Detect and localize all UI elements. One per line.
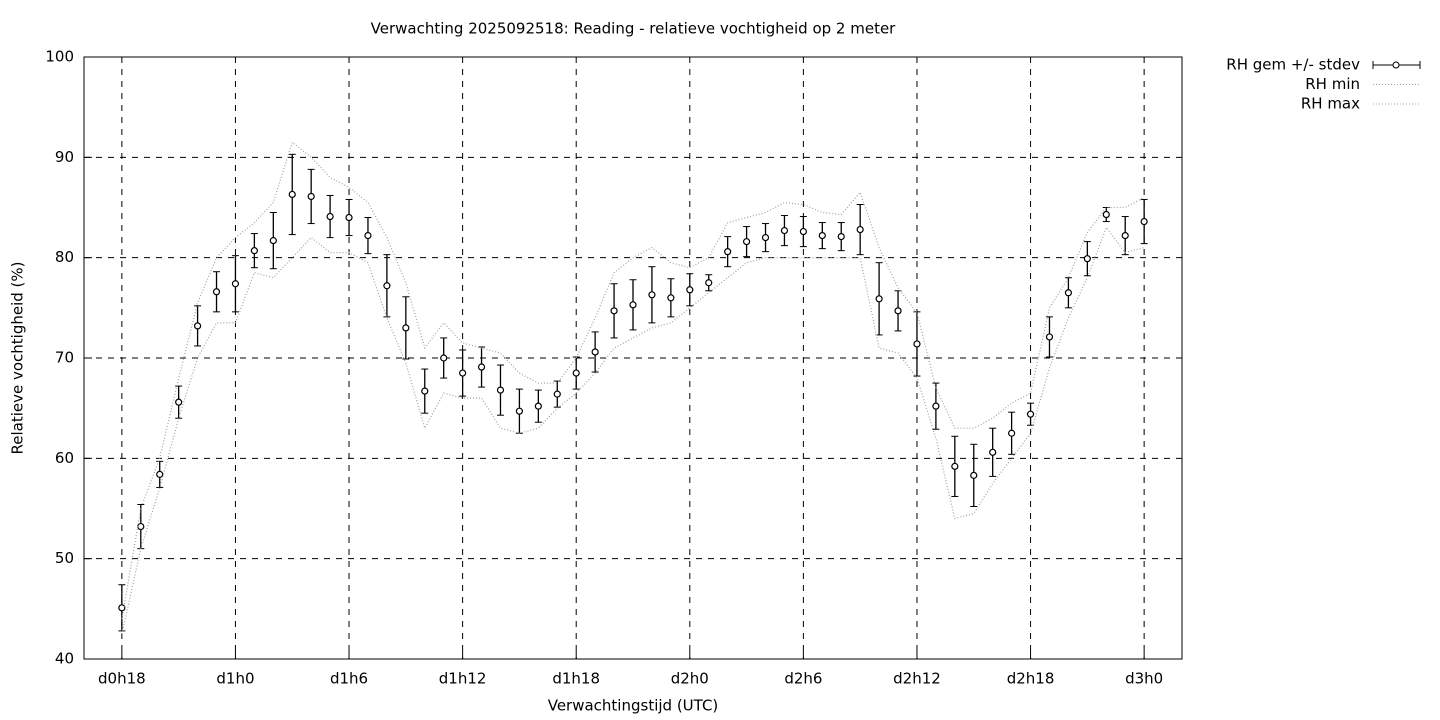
mean-point (1083, 255, 1091, 263)
mean-point (1102, 210, 1110, 219)
mean-point (572, 369, 580, 377)
x-tick-label: d1h18 (552, 670, 600, 688)
legend-label: RH gem +/- stdev (1226, 56, 1360, 74)
mean-point (496, 386, 505, 394)
mean-point (402, 324, 410, 332)
mean-point (705, 279, 713, 287)
mean-point (156, 470, 164, 478)
y-tick-label: 100 (45, 48, 74, 66)
mean-point (515, 407, 524, 415)
mean-point (761, 234, 770, 242)
y-axis-label: Relatieve vochtigheid (%) (9, 261, 27, 454)
y-tick-label: 50 (55, 549, 74, 567)
mean-point (383, 282, 391, 290)
mean-point (591, 348, 599, 356)
x-tick-label: d2h18 (1007, 670, 1055, 688)
y-tick-label: 40 (55, 650, 74, 668)
y-tick-label: 90 (55, 148, 74, 166)
mean-point (1064, 289, 1073, 297)
legend-label: RH min (1305, 75, 1360, 93)
x-axis-label: Verwachtingstijd (UTC) (548, 697, 719, 715)
x-tick-label: d0h18 (98, 670, 146, 688)
x-tick-label: d2h6 (784, 670, 822, 688)
mean-point (440, 354, 448, 362)
mean-point (345, 213, 353, 222)
mean-point (970, 471, 978, 479)
legend-label: RH max (1301, 95, 1360, 113)
mean-point (421, 387, 429, 395)
mean-point (175, 398, 183, 406)
y-tick-label: 70 (55, 349, 74, 367)
mean-point (1026, 410, 1035, 418)
mean-point (894, 307, 902, 315)
mean-point (364, 231, 372, 240)
x-tick-label: d1h6 (330, 670, 368, 688)
y-tick-label: 80 (55, 248, 74, 266)
mean-point (250, 247, 258, 255)
x-tick-label: d1h0 (216, 670, 254, 688)
mean-point (1045, 333, 1054, 341)
mean-point (648, 291, 656, 299)
mean-point (307, 192, 315, 201)
mean-point (629, 301, 637, 309)
mean-point (724, 248, 732, 256)
mean-point (553, 390, 561, 398)
x-tick-label: d2h0 (671, 670, 709, 688)
x-tick-label: d2h12 (893, 670, 941, 688)
mean-point (856, 225, 864, 234)
mean-point (1008, 429, 1016, 437)
y-tick-label: 60 (55, 449, 74, 467)
mean-point (667, 294, 675, 302)
mean-point (742, 238, 751, 246)
mean-point (137, 522, 145, 531)
mean-point (1140, 217, 1148, 226)
mean-point (686, 286, 694, 294)
chart-title: Verwachting 2025092518: Reading - relati… (371, 20, 897, 38)
mean-point (459, 369, 467, 377)
mean-point (951, 462, 959, 470)
mean-point (989, 448, 997, 456)
x-tick-label: d1h12 (439, 670, 487, 688)
mean-point (837, 232, 845, 241)
x-tick-label: d3h0 (1125, 670, 1163, 688)
mean-point (799, 227, 807, 236)
mean-point (288, 190, 296, 199)
mean-point (269, 237, 277, 245)
mean-point (818, 231, 826, 240)
mean-point (875, 295, 883, 303)
mean-point (212, 288, 221, 296)
mean-point (534, 402, 542, 410)
mean-point (193, 322, 202, 330)
mean-point (1121, 231, 1129, 240)
plot-frame (83, 56, 1183, 660)
mean-point (477, 363, 486, 371)
mean-point (913, 340, 921, 348)
mean-point (610, 307, 618, 315)
range-line (121, 141, 1145, 620)
mean-point (326, 212, 334, 221)
mean-point (780, 226, 789, 235)
mean-point (231, 280, 240, 288)
mean-point (932, 402, 940, 410)
legend-sample (1392, 61, 1400, 69)
